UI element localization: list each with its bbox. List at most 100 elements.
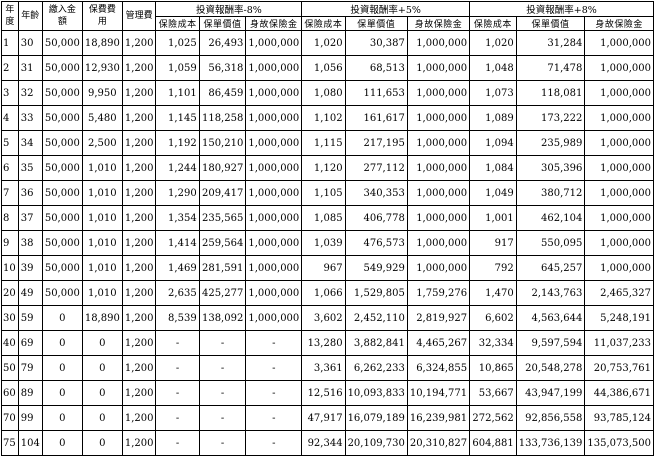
cell-contribution: 50,000 [41,230,83,256]
cell-death-plus8: 1,000,000 [584,130,654,156]
cell-premium-expense: 0 [81,355,123,381]
cell-death-plus8: 44,386,671 [584,380,654,406]
cell-death-plus5: 1,000,000 [406,255,471,281]
cell-value-minus8: 26,493 [198,30,247,56]
cell-cost-plus8: 1,094 [469,130,517,156]
cell-cost-plus8: 53,667 [469,380,517,406]
cell-value-plus8: 2,143,763 [515,280,586,306]
cell-cost-plus5: 1,080 [301,80,346,106]
header-contribution: 繳入金額 [41,1,83,31]
cell-death-minus8: 1,000,000 [245,30,303,56]
cell-age: 79 [17,355,43,381]
table-row: 10 39 50,000 1,010 1,200 1,469 281,591 1,000,00… [1,255,654,281]
cell-value-minus8: - [198,405,247,431]
cell-admin-fee: 1,200 [121,105,157,131]
cell-value-plus5: 6,262,233 [344,355,408,381]
cell-admin-fee: 1,200 [121,380,157,406]
subheader-death-benefit: 身故保險金 [406,16,471,31]
subheader-policy-value: 保單價值 [344,16,408,31]
cell-cost-plus8: 1,048 [469,55,517,81]
cell-death-minus8: 1,000,000 [245,130,303,156]
cell-value-minus8: 118,258 [198,105,247,131]
cell-contribution: 0 [41,380,83,406]
cell-contribution: 50,000 [41,205,83,231]
header-age: 年齡 [17,1,43,31]
cell-value-minus8: 180,927 [198,155,247,181]
subheader-death-benefit: 身故保險金 [245,16,303,31]
cell-cost-plus8: 1,084 [469,155,517,181]
cell-death-plus5: 1,000,000 [406,155,471,181]
cell-contribution: 0 [41,405,83,431]
cell-policy-year: 5 [1,130,19,156]
cell-age: 89 [17,380,43,406]
table-row: 50 79 0 0 1,200- - -3,361 6,262,233 6,324,855 10,… [1,355,654,381]
cell-death-plus5: 1,000,000 [406,230,471,256]
cell-cost-minus8: 1,290 [155,180,200,206]
cell-death-minus8: - [245,330,303,356]
cell-cost-plus5: 1,085 [301,205,346,231]
cell-value-plus5: 340,353 [344,180,408,206]
table-row: 20 49 50,000 1,010 1,200 2,635 425,277 1,000,00… [1,280,654,306]
cell-cost-minus8: 1,354 [155,205,200,231]
cell-cost-plus8: 604,881 [469,430,517,456]
cell-value-plus5: 20,109,730 [344,430,408,456]
cell-cost-plus5: 3,361 [301,355,346,381]
cell-premium-expense: 0 [81,405,123,431]
cell-contribution: 50,000 [41,55,83,81]
cell-value-plus8: 118,081 [515,80,586,106]
cell-premium-expense: 0 [81,380,123,406]
cell-value-plus8: 20,548,278 [515,355,586,381]
cell-death-minus8: 1,000,000 [245,80,303,106]
cell-admin-fee: 1,200 [121,355,157,381]
subheader-insurance-cost: 保險成本 [301,16,346,31]
cell-cost-plus8: 1,073 [469,80,517,106]
cell-admin-fee: 1,200 [121,80,157,106]
cell-value-plus8: 133,736,139 [515,430,586,456]
cell-value-plus8: 9,597,594 [515,330,586,356]
cell-contribution: 0 [41,430,83,456]
table-row: 7 36 50,000 1,010 1,200 1,290 209,417 1,000,000… [1,180,654,206]
cell-death-minus8: 1,000,000 [245,230,303,256]
cell-cost-minus8: 1,192 [155,130,200,156]
cell-admin-fee: 1,200 [121,255,157,281]
cell-cost-plus5: 3,602 [301,305,346,331]
cell-value-plus8: 645,257 [515,255,586,281]
cell-age: 49 [17,280,43,306]
cell-value-minus8: 259,564 [198,230,247,256]
cell-death-plus8: 1,000,000 [584,155,654,181]
header-scenario-plus-8: 投資報酬率+8% [469,1,654,17]
cell-contribution: 0 [41,305,83,331]
cell-age: 37 [17,205,43,231]
cell-policy-year: 3 [1,80,19,106]
cell-cost-minus8: 2,635 [155,280,200,306]
cell-death-minus8: 1,000,000 [245,180,303,206]
table-body: 1 30 50,000 18,890 1,200 1,025 26,493 1,000,000… [1,30,654,456]
cell-death-plus5: 20,310,827 [406,430,471,456]
cell-value-minus8: 209,417 [198,180,247,206]
table-row: 40 69 0 0 1,200- - -13,280 3,882,841 4,465,267 32… [1,330,654,356]
table-row: 70 99 0 0 1,200- - -47,917 16,079,189 16,239,981… [1,405,654,431]
table-row: 6 35 50,000 1,010 1,200 1,244 180,927 1,000,000… [1,155,654,181]
cell-age: 69 [17,330,43,356]
header-premium-expense: 保費費用 [81,1,123,31]
cell-death-plus8: 1,000,000 [584,105,654,131]
cell-value-minus8: 425,277 [198,280,247,306]
cell-death-plus5: 1,000,000 [406,130,471,156]
cell-cost-plus8: 792 [469,255,517,281]
cell-cost-minus8: 1,025 [155,30,200,56]
cell-admin-fee: 1,200 [121,330,157,356]
cell-death-minus8: - [245,405,303,431]
cell-policy-year: 1 [1,30,19,56]
cell-value-plus8: 380,712 [515,180,586,206]
cell-contribution: 50,000 [41,255,83,281]
cell-value-minus8: - [198,330,247,356]
table-row: 75 104 0 0 1,200- - -92,344 20,109,730 20,310,82… [1,430,654,456]
cell-death-plus8: 1,000,000 [584,255,654,281]
cell-age: 104 [17,430,43,456]
cell-admin-fee: 1,200 [121,230,157,256]
cell-death-plus5: 1,000,000 [406,55,471,81]
cell-cost-plus5: 1,115 [301,130,346,156]
cell-cost-plus5: 47,917 [301,405,346,431]
header-admin-fee: 管理費 [121,1,157,31]
cell-cost-minus8: 1,244 [155,155,200,181]
